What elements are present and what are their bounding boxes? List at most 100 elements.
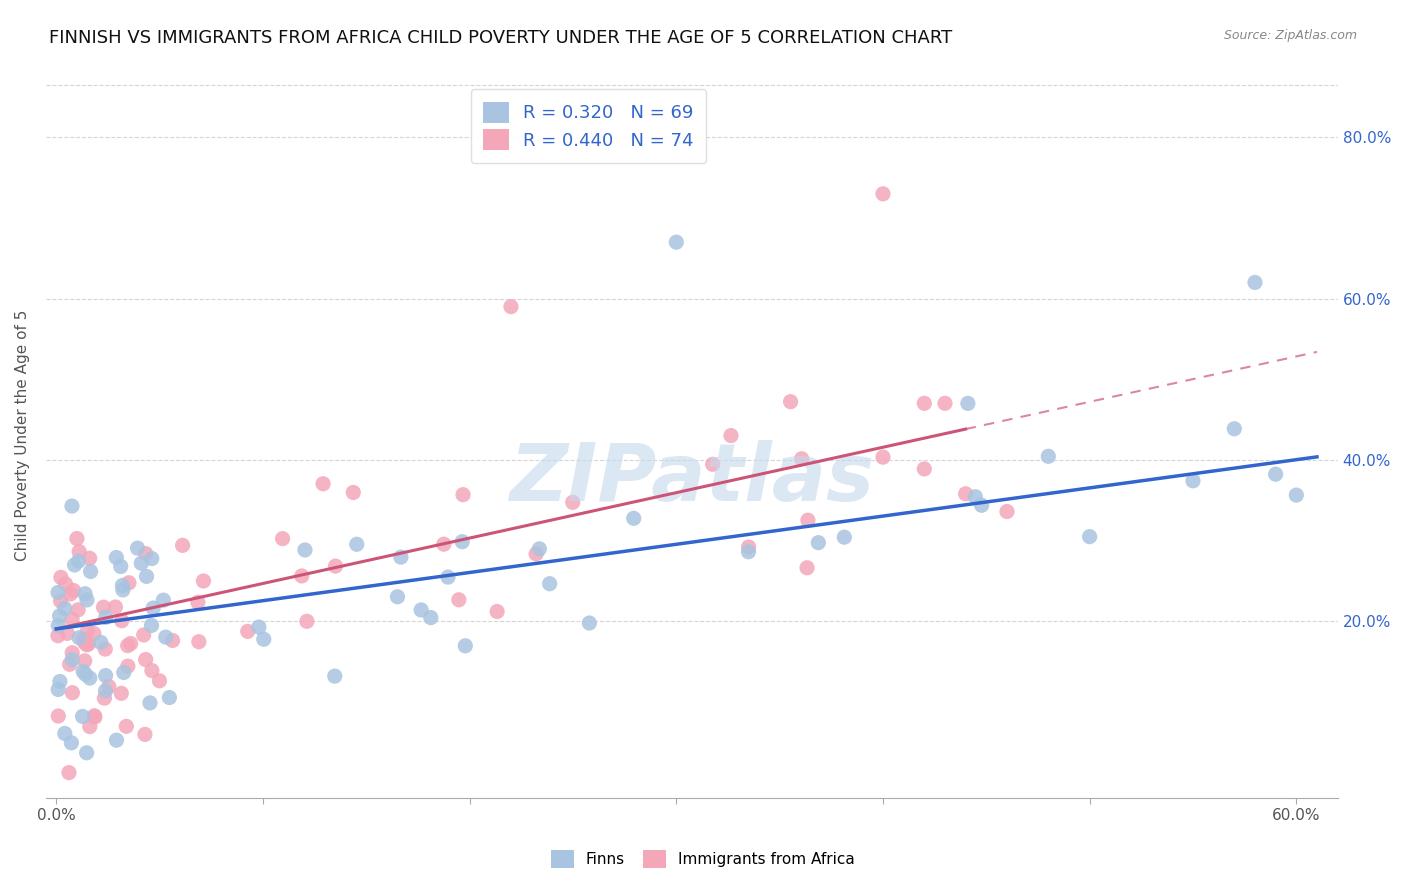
Point [67,554,90,568]
Point [83,626,105,640]
Point [454,639,477,653]
Point [529,541,551,556]
Point [77,637,100,651]
Point [56,626,79,640]
Point [111,578,134,592]
Point [702,457,724,471]
Point [132,628,155,642]
Point [93,600,115,615]
Point [387,590,409,604]
Point [76,746,98,760]
Point [193,574,215,588]
Point [76,638,98,652]
Point [60,736,83,750]
Point [62,583,84,598]
Point [162,633,184,648]
Point [59,657,82,672]
Point [135,547,157,561]
Point [48,609,70,624]
Point [1223,422,1246,436]
Point [955,487,977,501]
Text: FINNISH VS IMMIGRANTS FROM AFRICA CHILD POVERTY UNDER THE AGE OF 5 CORRELATION C: FINNISH VS IMMIGRANTS FROM AFRICA CHILD … [49,29,952,46]
Point [236,624,259,639]
Point [135,652,157,666]
Point [76,593,98,607]
Point [110,559,132,574]
Point [60,499,83,513]
Point [60,686,83,700]
Point [67,631,90,645]
Point [73,587,96,601]
Point [139,696,162,710]
Point [437,570,460,584]
Point [83,710,105,724]
Point [49,674,72,689]
Point [127,541,149,556]
Point [117,659,139,673]
Point [105,733,128,747]
Point [90,635,112,649]
Point [342,485,364,500]
Point [155,630,177,644]
Point [323,669,346,683]
Point [110,686,132,700]
Point [247,620,270,634]
Point [389,550,412,565]
Point [779,394,801,409]
Point [253,632,276,647]
Point [934,396,956,410]
Point [433,537,456,551]
Legend: R = 0.320   N = 69, R = 0.440   N = 74: R = 0.320 N = 69, R = 0.440 N = 74 [471,89,706,162]
Point [49,594,72,608]
Point [834,530,856,544]
Point [104,599,127,614]
Point [118,575,141,590]
Point [97,680,120,694]
Point [79,565,101,579]
Point [912,462,935,476]
Point [58,765,80,780]
Point [325,559,347,574]
Point [115,719,138,733]
Point [75,667,97,681]
Point [1078,530,1101,544]
Point [79,720,101,734]
Point [73,654,96,668]
Point [451,534,474,549]
Point [419,610,441,624]
Point [1264,467,1286,482]
Point [346,537,368,551]
Point [912,396,935,410]
Point [965,490,987,504]
Point [796,561,818,575]
Point [46,618,69,632]
Point [94,684,117,698]
Point [112,665,135,680]
Point [134,727,156,741]
Point [538,576,561,591]
Text: ZIPatlas: ZIPatlas [509,440,875,518]
Point [79,551,101,566]
Point [872,186,894,201]
Point [72,709,94,723]
Point [486,605,509,619]
Point [720,428,742,442]
Point [93,691,115,706]
Point [73,635,96,649]
Point [135,569,157,583]
Point [141,551,163,566]
Point [60,646,83,660]
Point [66,532,89,546]
Point [148,673,170,688]
Point [1244,276,1267,290]
Point [94,668,117,682]
Point [142,601,165,615]
Point [790,451,813,466]
Point [524,547,547,561]
Point [157,690,180,705]
Point [447,592,470,607]
Text: Source: ZipAtlas.com: Source: ZipAtlas.com [1223,29,1357,42]
Point [46,585,69,599]
Point [411,603,433,617]
Point [294,543,316,558]
